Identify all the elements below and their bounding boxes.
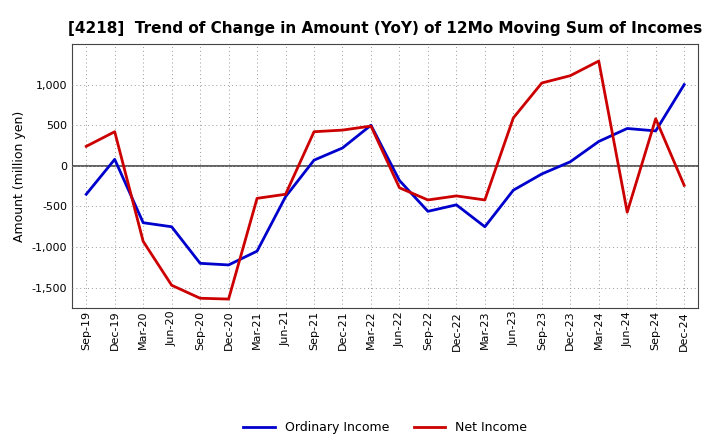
Ordinary Income [310,158,318,163]
Ordinary Income [595,139,603,144]
Ordinary Income [623,126,631,131]
Net Income [623,209,631,215]
Net Income [680,183,688,188]
Net Income [196,296,204,301]
Net Income [338,128,347,133]
Ordinary Income [139,220,148,225]
Net Income [253,196,261,201]
Net Income [282,192,290,197]
Net Income [423,197,432,202]
Net Income [310,129,318,134]
Net Income [509,115,518,121]
Ordinary Income [253,249,261,254]
Title: [4218]  Trend of Change in Amount (YoY) of 12Mo Moving Sum of Incomes: [4218] Trend of Change in Amount (YoY) o… [68,21,702,36]
Net Income [225,297,233,302]
Y-axis label: Amount (million yen): Amount (million yen) [13,110,26,242]
Net Income [537,81,546,86]
Net Income [110,129,119,134]
Legend: Ordinary Income, Net Income: Ordinary Income, Net Income [238,416,532,439]
Net Income [566,73,575,78]
Ordinary Income [366,123,375,128]
Net Income [595,59,603,64]
Ordinary Income [167,224,176,229]
Line: Net Income: Net Income [86,61,684,299]
Ordinary Income [225,262,233,268]
Ordinary Income [196,260,204,266]
Ordinary Income [480,224,489,229]
Ordinary Income [395,178,404,183]
Net Income [452,193,461,198]
Ordinary Income [537,171,546,176]
Ordinary Income [566,159,575,165]
Line: Ordinary Income: Ordinary Income [86,84,684,265]
Ordinary Income [680,82,688,87]
Net Income [480,197,489,202]
Ordinary Income [110,157,119,162]
Net Income [167,282,176,288]
Ordinary Income [652,128,660,134]
Ordinary Income [452,202,461,208]
Ordinary Income [509,187,518,193]
Ordinary Income [282,194,290,199]
Net Income [395,185,404,191]
Ordinary Income [82,192,91,197]
Net Income [82,144,91,149]
Net Income [366,123,375,128]
Ordinary Income [338,145,347,150]
Ordinary Income [423,209,432,214]
Net Income [652,116,660,121]
Net Income [139,239,148,244]
